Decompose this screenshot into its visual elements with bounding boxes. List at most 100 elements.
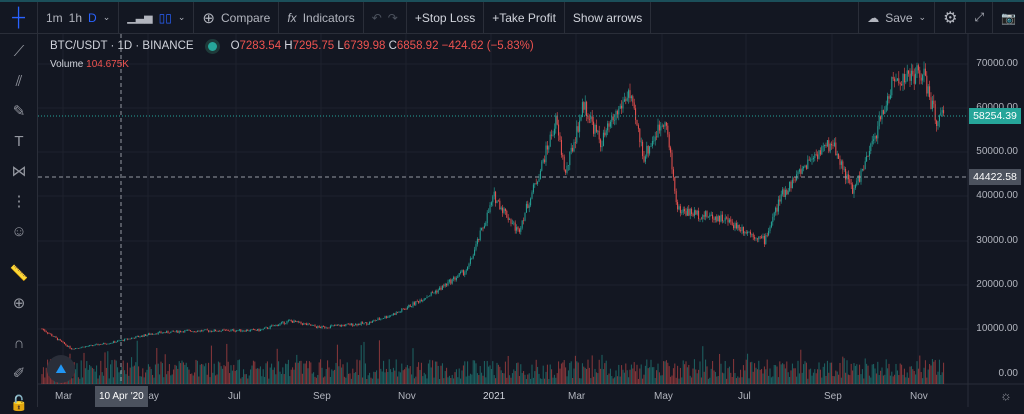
volume-bar — [793, 368, 795, 384]
volume-bar — [654, 377, 656, 384]
volume-bar — [86, 361, 88, 384]
candle-body — [649, 146, 651, 154]
volume-bar — [518, 376, 520, 384]
compare-button[interactable]: ⊕ Compare — [194, 1, 280, 34]
candle-body — [804, 165, 806, 167]
volume-bar — [761, 368, 763, 384]
volume-bar — [194, 372, 196, 384]
volume-bar — [110, 364, 112, 384]
candle-body — [891, 77, 893, 96]
indicators-button[interactable]: fx Indicators — [279, 1, 364, 34]
candle-body — [224, 329, 226, 331]
volume-bar — [721, 372, 723, 384]
volume-bar — [941, 372, 943, 384]
candle-body — [205, 329, 207, 331]
volume-bar — [527, 374, 529, 384]
screenshot-button[interactable]: 📷 — [993, 2, 1024, 34]
candle-body — [665, 122, 667, 126]
candle-body — [647, 145, 649, 154]
candle-body — [444, 283, 446, 287]
unlock-icon[interactable]: 🔓 — [9, 395, 29, 412]
crosshair-icon[interactable]: ┼ — [0, 1, 38, 34]
fullscreen-button[interactable]: ⤢ — [966, 1, 994, 34]
undo-icon[interactable]: ↶ — [371, 10, 382, 25]
candles-icon[interactable]: ▯▯ — [158, 10, 172, 25]
volume-bar — [283, 374, 285, 384]
candle-body — [415, 301, 417, 305]
volume-bar — [898, 375, 900, 384]
candle-body — [464, 272, 466, 275]
volume-bar — [762, 373, 764, 384]
candle-body — [754, 237, 756, 239]
volume-bar — [91, 367, 93, 384]
volume-bar — [591, 355, 593, 384]
chevron-down-icon[interactable]: ⌄ — [177, 12, 186, 22]
candle-body — [245, 329, 247, 332]
candle-body — [320, 327, 322, 329]
emoji-icon[interactable]: ☺ — [11, 223, 27, 240]
candle-body — [776, 207, 778, 212]
pattern-icon[interactable]: ⋈ — [11, 163, 27, 180]
candle-body — [86, 346, 88, 347]
pitchfork-icon[interactable]: ⫽ — [15, 73, 23, 90]
volume-bar — [272, 369, 274, 384]
volume-bar — [644, 365, 646, 384]
candle-body — [280, 322, 282, 324]
candle-body — [370, 321, 372, 323]
area-chart-icon[interactable]: ▁▃▅ — [127, 12, 153, 24]
ruler-icon[interactable]: 📏 — [9, 265, 29, 282]
zoom-in-icon[interactable]: ⊕ — [12, 295, 26, 312]
volume-bar — [252, 360, 254, 384]
time-label: Nov — [910, 391, 928, 402]
axis-settings-icon[interactable]: ☼ — [1000, 388, 1012, 403]
settings-button[interactable]: ⚙ — [935, 1, 967, 34]
time-label: Mar — [568, 391, 586, 402]
candle-body — [643, 156, 645, 162]
stop-loss-button[interactable]: +Stop Loss — [407, 1, 485, 34]
candle-body — [702, 215, 704, 220]
volume-bar — [611, 376, 613, 384]
candle-body — [675, 191, 677, 203]
candle-body — [539, 170, 541, 179]
candle-body — [615, 111, 617, 121]
candle-body — [583, 102, 585, 110]
interval-1h[interactable]: 1h — [68, 10, 83, 25]
candle-body — [807, 159, 809, 169]
take-profit-button[interactable]: +Take Profit — [484, 1, 565, 34]
volume-bar — [829, 362, 831, 384]
candle-body — [451, 279, 453, 284]
volume-bar — [584, 367, 586, 384]
volume-bar — [489, 365, 491, 384]
magnet-icon[interactable]: ∩ — [13, 335, 25, 352]
text-icon[interactable]: T — [14, 133, 24, 150]
volume-bar — [332, 370, 334, 384]
candle-body — [206, 329, 208, 331]
chevron-down-icon[interactable]: ⌄ — [102, 12, 111, 22]
interval-1m[interactable]: 1m — [46, 10, 63, 25]
save-button[interactable]: ☁ Save ⌄ — [858, 1, 936, 34]
redo-icon[interactable]: ↷ — [387, 10, 398, 25]
volume-bar — [230, 365, 232, 384]
show-arrows-button[interactable]: Show arrows — [565, 1, 652, 34]
brush-icon[interactable]: ✎ — [12, 103, 26, 120]
candle-body — [173, 330, 175, 332]
volume-bar — [163, 377, 165, 384]
volume-bar — [381, 371, 383, 384]
prediction-icon[interactable]: ⋮ — [11, 193, 27, 210]
volume-bar — [209, 377, 211, 384]
tradingview-logo-icon[interactable]: ⛰ — [47, 355, 75, 383]
trend-line-icon[interactable]: ⟋ — [13, 43, 25, 60]
chevron-down-icon[interactable]: ⌄ — [918, 12, 927, 22]
volume-bar — [852, 370, 854, 384]
symbol-title[interactable]: BTC/USDT · 1D · BINANCE — [50, 40, 194, 52]
volume-bar — [387, 371, 389, 384]
candle-body — [121, 339, 123, 341]
candle-body — [657, 124, 659, 138]
candle-body — [79, 348, 81, 349]
lock-drawing-icon[interactable]: ✐ — [12, 365, 26, 382]
candle-body — [622, 101, 624, 109]
interval-d[interactable]: D — [88, 10, 97, 25]
volume-bar — [355, 372, 357, 384]
volume-bar — [416, 366, 418, 384]
